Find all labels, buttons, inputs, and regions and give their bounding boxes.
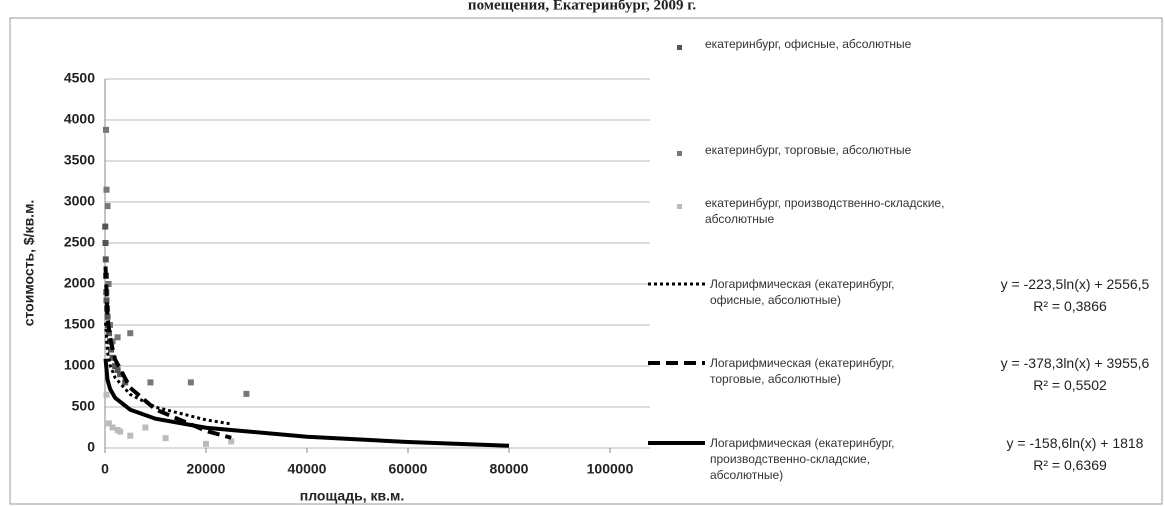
chart-border bbox=[9, 17, 1163, 505]
y-tick-label: 3000 bbox=[64, 193, 95, 209]
x-axis-label: площадь, кв.м. bbox=[300, 488, 405, 504]
point bbox=[114, 334, 121, 341]
x-tick-label: 60000 bbox=[389, 461, 428, 477]
point bbox=[117, 371, 124, 378]
trend-equation: y = -158,6ln(x) + 1818 bbox=[1006, 435, 1144, 451]
point bbox=[103, 391, 110, 398]
point bbox=[106, 330, 113, 337]
point bbox=[127, 432, 134, 439]
trend-r2: R² = 0,5502 bbox=[1033, 377, 1107, 393]
point bbox=[103, 297, 110, 304]
legend-label: Логарифмическая (екатеринбург, офисные, … bbox=[710, 277, 895, 307]
legend-label: Логарифмическая (екатеринбург, торговые,… bbox=[710, 356, 895, 386]
point bbox=[228, 438, 235, 445]
x-tick-label: 40000 bbox=[288, 461, 327, 477]
y-tick-label: 0 bbox=[87, 439, 95, 455]
point bbox=[104, 203, 111, 210]
trendline bbox=[103, 358, 510, 448]
y-tick-label: 4000 bbox=[64, 111, 95, 127]
point bbox=[162, 435, 169, 442]
point bbox=[102, 223, 109, 230]
point bbox=[112, 363, 119, 369]
y-tick-label: 1500 bbox=[64, 316, 95, 332]
y-axis-label: стоимость, $/кв.м. bbox=[21, 200, 37, 327]
point bbox=[104, 313, 111, 320]
y-tick-label: 1000 bbox=[64, 357, 95, 373]
x-tick-label: 80000 bbox=[490, 461, 529, 477]
y-tick-label: 500 bbox=[72, 398, 96, 414]
point bbox=[105, 281, 112, 287]
legend-label: Логарифмическая (екатеринбург, производс… bbox=[710, 436, 895, 482]
y-tick-label: 4500 bbox=[64, 70, 95, 86]
point bbox=[142, 424, 149, 431]
point bbox=[102, 256, 109, 263]
point bbox=[147, 379, 154, 386]
trendline bbox=[103, 266, 232, 440]
legend-marker bbox=[677, 204, 682, 209]
legend-marker bbox=[677, 45, 682, 50]
legend-label: екатеринбург, торговые, абсолютные bbox=[705, 143, 912, 157]
trend-equation: y = -223,5ln(x) + 2556,5 bbox=[1000, 276, 1150, 292]
trend-r2: R² = 0,6369 bbox=[1033, 457, 1107, 473]
point bbox=[117, 428, 124, 435]
legend-label: екатеринбург, производственно-складские,… bbox=[705, 196, 945, 226]
trendline bbox=[104, 322, 232, 426]
point bbox=[187, 379, 194, 386]
point bbox=[127, 330, 134, 337]
point bbox=[102, 240, 109, 246]
legend-marker bbox=[677, 151, 682, 156]
point bbox=[203, 440, 209, 447]
y-tick-label: 2500 bbox=[64, 234, 95, 250]
point bbox=[106, 420, 113, 427]
legend-label: екатеринбург, офисные, абсолютные bbox=[705, 37, 912, 51]
point bbox=[103, 126, 110, 133]
y-tick-label: 3500 bbox=[64, 152, 95, 168]
chart-title: помещения, Екатеринбург, 2009 г. bbox=[468, 0, 696, 13]
trend-r2: R² = 0,3866 bbox=[1033, 298, 1107, 314]
x-tick-label: 20000 bbox=[187, 461, 226, 477]
y-tick-label: 2000 bbox=[64, 275, 95, 291]
point bbox=[109, 424, 116, 431]
point bbox=[114, 367, 121, 374]
x-tick-label: 0 bbox=[101, 461, 109, 477]
trend-equation: y = -378,3ln(x) + 3955,6 bbox=[1000, 355, 1150, 371]
x-tick-label: 100000 bbox=[587, 461, 634, 477]
point bbox=[243, 390, 250, 397]
point bbox=[109, 354, 116, 361]
point bbox=[103, 186, 110, 193]
